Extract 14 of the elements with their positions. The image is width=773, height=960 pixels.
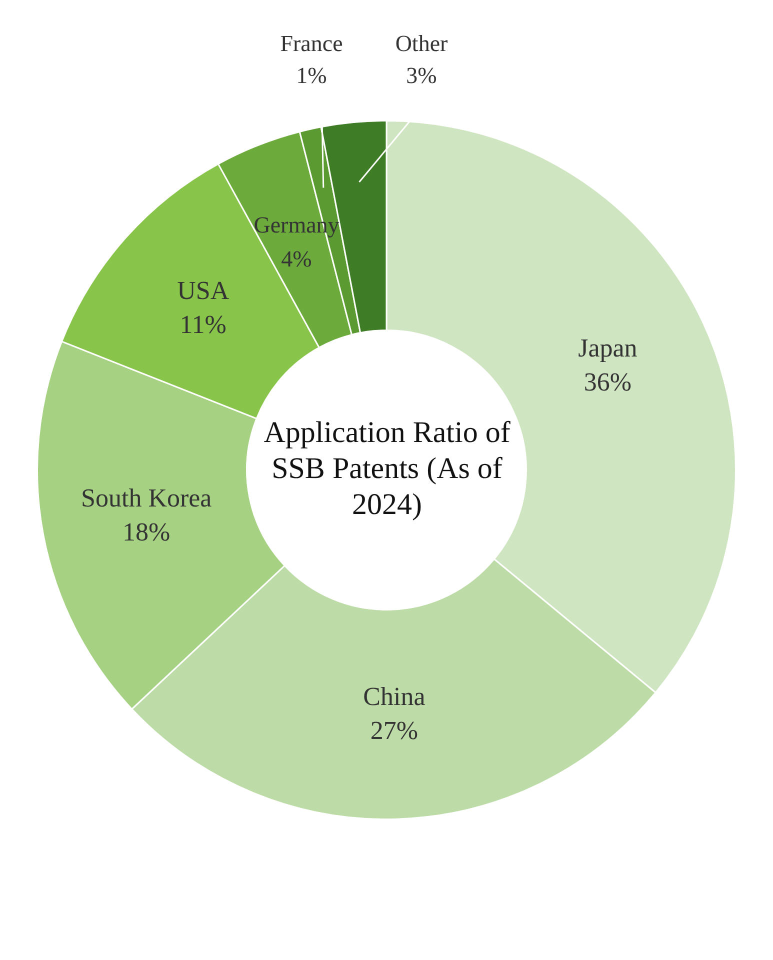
slice-label: USA [177, 276, 230, 306]
slice-label: France [280, 31, 343, 56]
text: Application Ratio of SSB Patents (As of 2024) [262, 415, 512, 523]
data-label: 18% [122, 518, 170, 547]
slice-label: South Korea [81, 484, 212, 513]
data-label: 1% [296, 63, 327, 88]
data-label: 11% [180, 310, 226, 340]
slice-label: Other [395, 31, 448, 56]
data-label: 3% [406, 63, 437, 88]
slice-label: Japan [578, 334, 638, 363]
data-label: 27% [370, 716, 418, 746]
slice-label: China [363, 682, 426, 712]
data-label: 4% [281, 246, 312, 272]
data-label: 36% [584, 368, 632, 397]
